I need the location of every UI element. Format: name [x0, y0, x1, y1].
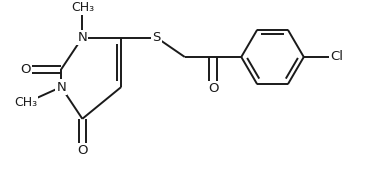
- Text: S: S: [152, 31, 161, 44]
- Text: CH₃: CH₃: [71, 1, 94, 14]
- Text: Cl: Cl: [330, 51, 343, 64]
- Text: CH₃: CH₃: [14, 96, 37, 109]
- Text: O: O: [20, 63, 31, 76]
- Text: N: N: [56, 80, 66, 93]
- Text: N: N: [78, 31, 87, 44]
- Text: O: O: [77, 144, 87, 157]
- Text: O: O: [208, 82, 218, 95]
